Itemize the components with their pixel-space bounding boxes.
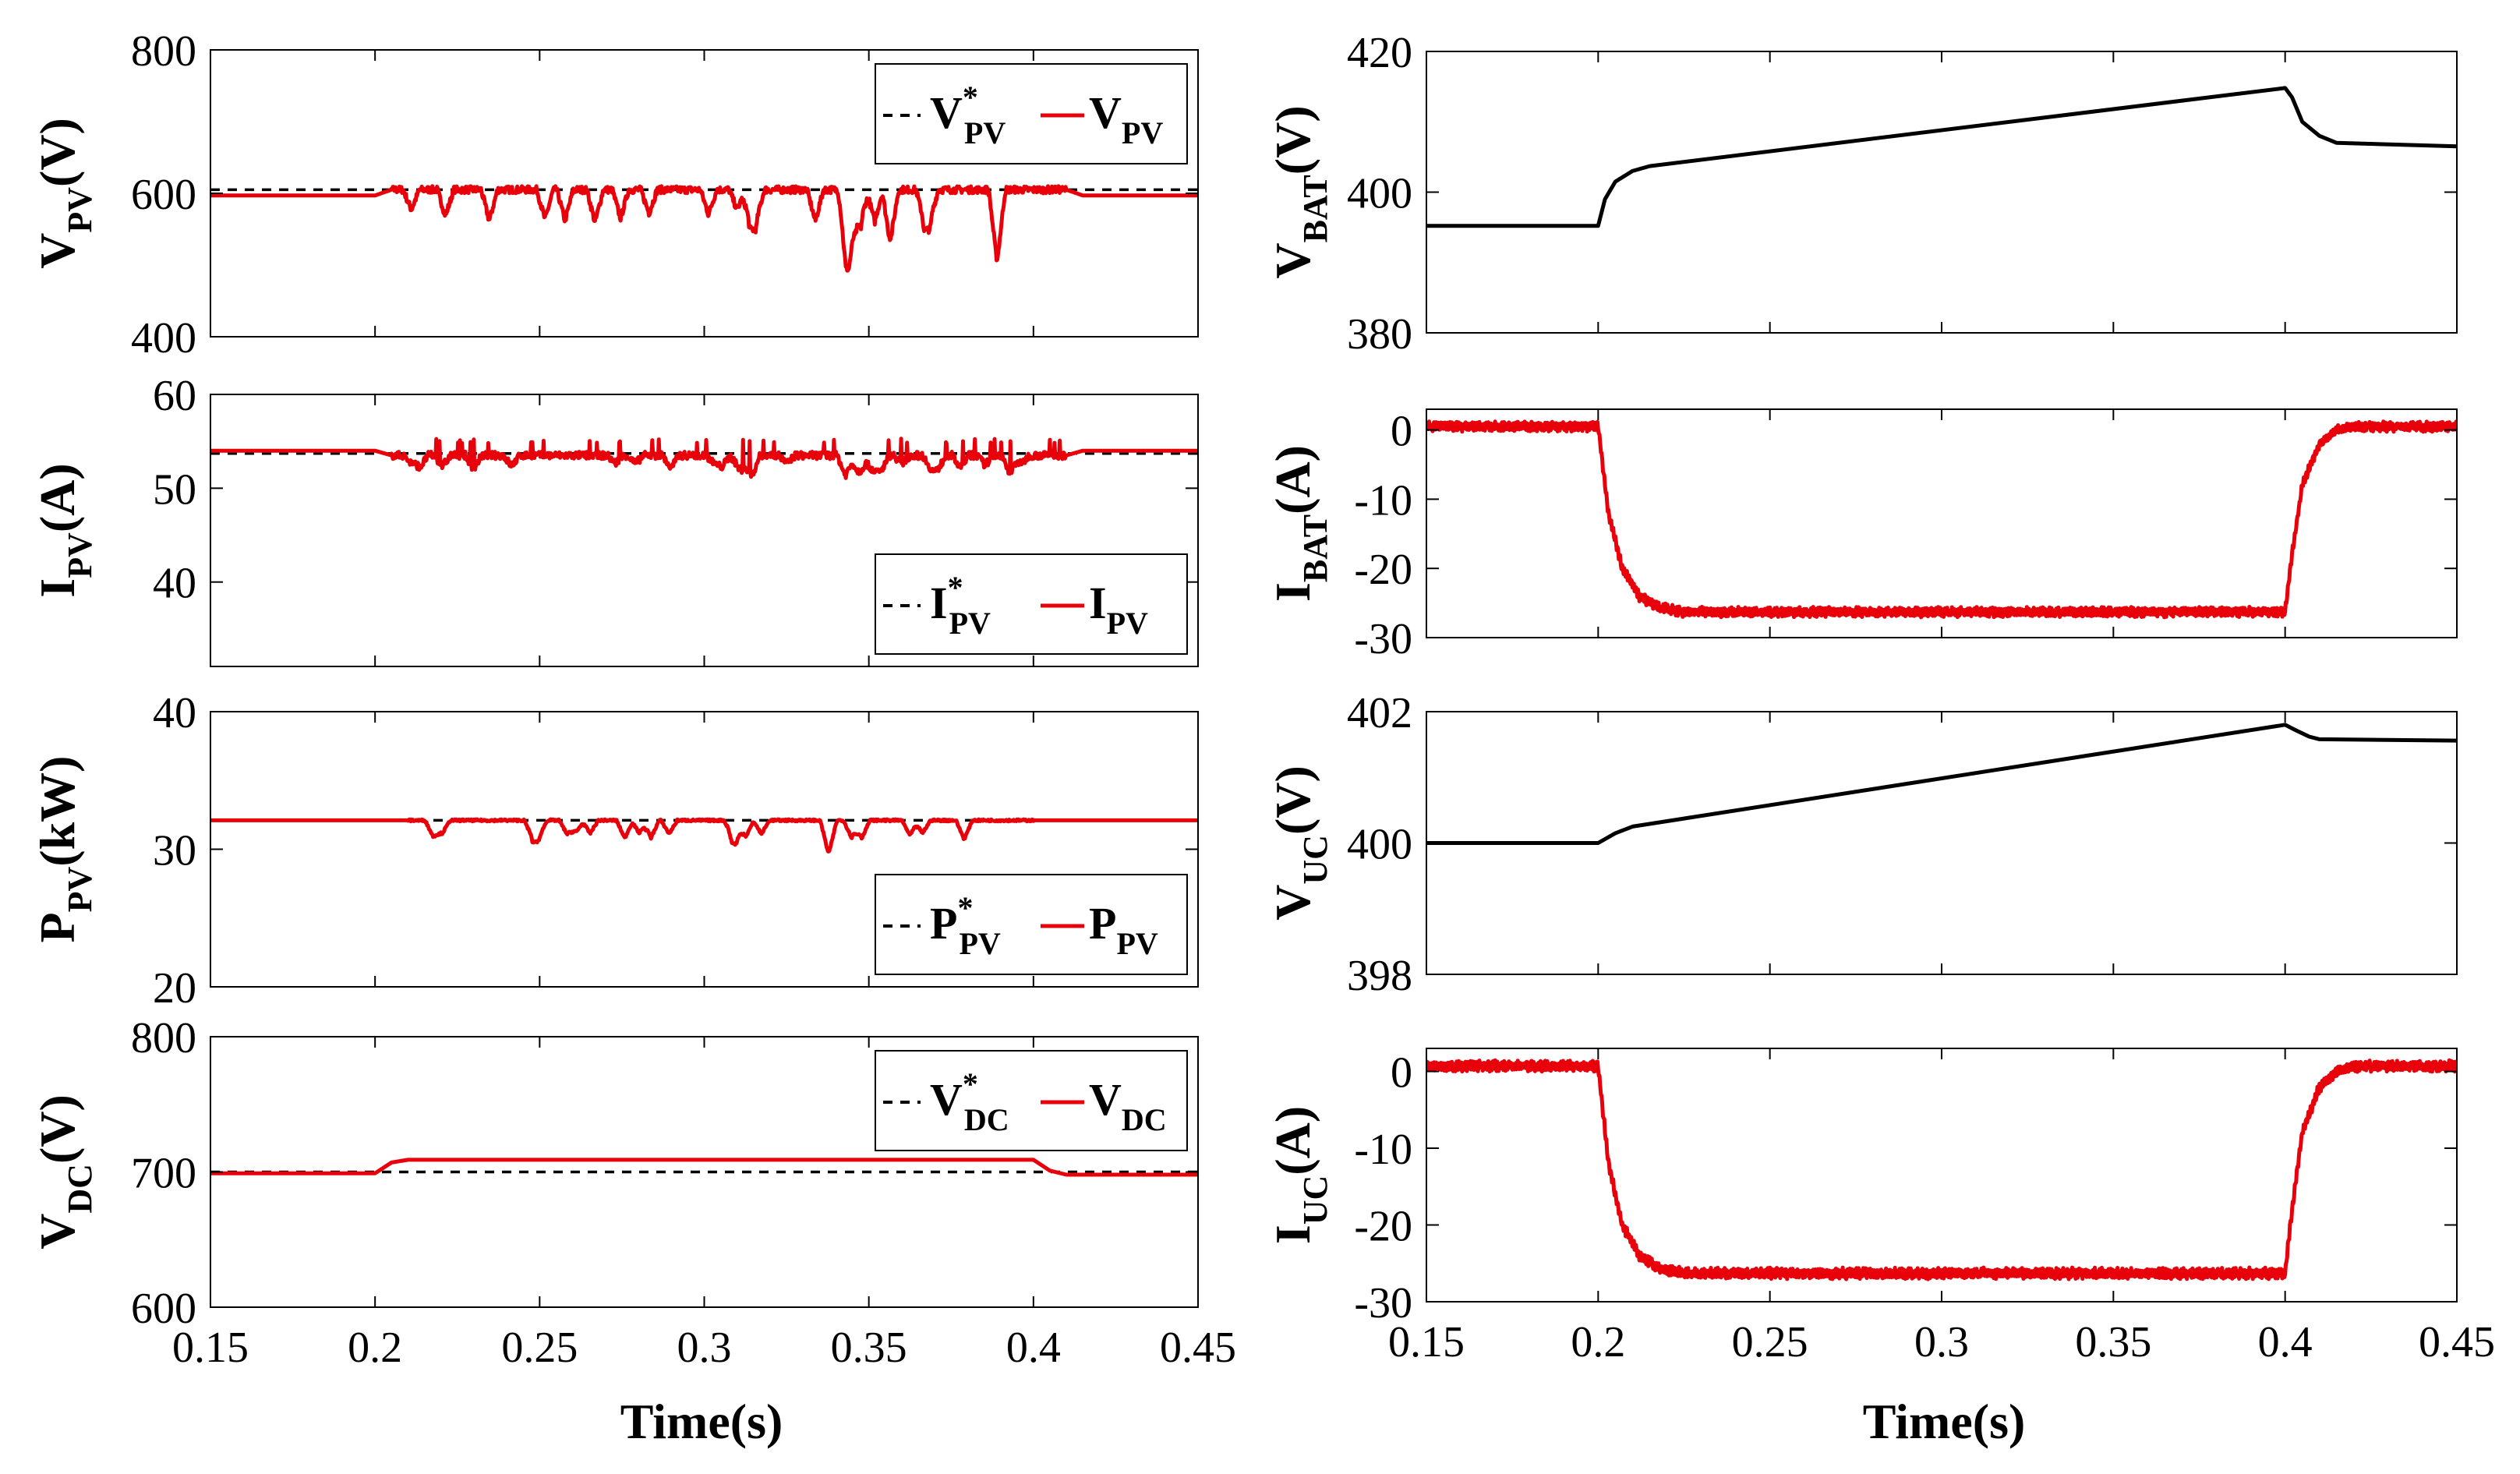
legend-ref-label: V* DC: [930, 1066, 1009, 1137]
series-line-vbat: [1426, 86, 2457, 228]
x-tick-label: 0.45: [1160, 1324, 1236, 1372]
y-tick-label: 398: [1347, 952, 1412, 1000]
subplot-vuc: 398 400 402 VUC(V): [1265, 689, 2458, 1000]
y-axis-label-text: VDC(V): [30, 1094, 99, 1250]
y-axis-label-vuc: VUC(V): [1265, 765, 1334, 921]
series-line-ipv: [210, 437, 1198, 480]
y-axis-label-ibat: IBAT(A): [1265, 445, 1334, 602]
y-axis-label-text: VUC(V): [1265, 765, 1334, 921]
y-tick-label: 402: [1347, 689, 1412, 737]
legend-meas-label: VPV: [1089, 87, 1163, 150]
x-tick-label: 0.4: [1006, 1324, 1061, 1372]
y-tick-label: 380: [1347, 310, 1412, 359]
legend-box: [875, 553, 1188, 655]
x-tick-label: 0.35: [2075, 1318, 2151, 1366]
subplot-vbat: 380 400 420 VBAT(V): [1265, 29, 2458, 359]
x-tick-label: 0.15: [1388, 1318, 1465, 1366]
subplot-ppv: 20 30 40 PPV(kW) P* PV PPV: [30, 689, 1199, 1013]
x-tick-label: 0.45: [2419, 1318, 2495, 1366]
axes-frame: [1426, 1048, 2458, 1303]
legend-vdc: V* DC VDC: [875, 1050, 1188, 1151]
y-tick-label: -30: [1354, 615, 1412, 663]
x-tick-label: 0.25: [501, 1324, 578, 1372]
y-axis-label-text: VPV(V): [30, 118, 99, 269]
legend-meas-label: IPV: [1089, 578, 1148, 641]
y-tick-label: -20: [1354, 546, 1412, 594]
y-tick-label: 30: [153, 827, 196, 875]
series-line-ibat: [1426, 419, 2457, 620]
legend-ref-label: P* PV: [930, 890, 1001, 961]
series-line-vuc: [1426, 723, 2457, 845]
legend-ppv: P* PV PPV: [875, 874, 1188, 975]
y-axis-label-ppv: PPV(kW): [30, 756, 99, 943]
series-line-iuc: [1426, 1058, 2457, 1281]
y-axis-label-vdc: VDC(V): [30, 1094, 99, 1250]
y-tick-label: 800: [131, 1014, 196, 1062]
x-axis-label-left: Time(s): [620, 1394, 783, 1449]
series-line-vdc: [210, 1158, 1198, 1177]
y-tick-label: 40: [153, 689, 196, 737]
legend-box: [875, 1050, 1188, 1151]
y-axis-label-text: IPV(A): [30, 463, 99, 597]
y-tick-label: 50: [153, 465, 196, 514]
y-tick-label: 600: [131, 171, 196, 219]
legend-ref-label: I* PV: [930, 570, 991, 641]
subplot-vdc: 600 700 800 0.15 0.2 0.25 0.3 0.35 0.4 0.45 VDC(V)…: [30, 1014, 1236, 1372]
series-line-vpv: [210, 184, 1198, 273]
subplot-ibat: -30 -20 -10 0 IBAT(A): [1265, 408, 2458, 663]
y-tick-label: -30: [1354, 1279, 1412, 1327]
legend-ref-label: V* PV: [930, 80, 1006, 150]
series-line-ppv: [210, 817, 1198, 854]
legend-box: [875, 874, 1188, 975]
y-axis-label-text: IUC(A): [1265, 1106, 1334, 1244]
subplot-ipv: 40 50 60 IPV(A) I* PV IPV: [30, 372, 1199, 667]
legend-meas-label: VDC: [1089, 1074, 1167, 1137]
y-tick-label: 60: [153, 372, 196, 420]
y-tick-label: 800: [131, 27, 196, 76]
x-tick-label: 0.25: [1732, 1318, 1808, 1366]
y-tick-label: 400: [1347, 821, 1412, 869]
y-axis-label-iuc: IUC(A): [1265, 1106, 1334, 1244]
y-tick-label: 420: [1347, 29, 1412, 77]
x-tick-label: 0.2: [1571, 1318, 1625, 1366]
y-tick-label: 700: [131, 1150, 196, 1198]
x-tick-label: 0.4: [2258, 1318, 2313, 1366]
x-tick-label: 0.35: [831, 1324, 907, 1372]
x-tick-label: 0.3: [1914, 1318, 1969, 1366]
y-axis-label-vbat: VBAT(V): [1265, 105, 1334, 278]
x-tick-label: 0.15: [172, 1324, 249, 1372]
y-tick-label: 20: [153, 964, 196, 1013]
y-tick-label: -10: [1354, 476, 1412, 525]
y-axis-label-text: VBAT(V): [1265, 105, 1334, 278]
subplot-vpv: 400 600 800 VPV(V) V* PV VPV: [30, 27, 1199, 362]
y-axis-label-text: IBAT(A): [1265, 445, 1334, 602]
y-tick-label: 0: [1391, 1049, 1412, 1098]
y-axis-label-vpv: VPV(V): [30, 118, 99, 269]
y-tick-label: 600: [131, 1285, 196, 1333]
axes-frame: [1426, 408, 2458, 638]
legend-vpv: V* PV VPV: [875, 63, 1188, 164]
y-tick-label: 400: [1347, 170, 1412, 218]
y-tick-label: -20: [1354, 1203, 1412, 1251]
x-axis-label-right: Time(s): [1863, 1394, 2026, 1449]
axes-frame: [1426, 51, 2458, 334]
x-tick-label: 0.3: [677, 1324, 732, 1372]
y-axis-label-text: PPV(kW): [30, 756, 99, 943]
y-axis-label-ipv: IPV(A): [30, 463, 99, 597]
legend-box: [875, 63, 1188, 164]
y-tick-label: 40: [153, 560, 196, 608]
x-tick-label: 0.2: [348, 1324, 402, 1372]
y-tick-label: 0: [1391, 408, 1412, 456]
y-tick-label: -10: [1354, 1126, 1412, 1174]
y-tick-label: 400: [131, 314, 196, 362]
legend-meas-label: PPV: [1089, 898, 1158, 961]
legend-ipv: I* PV IPV: [875, 553, 1188, 655]
subplot-iuc: -30 -20 -10 0 0.15 0.2 0.25 0.3 0.35 0.4 0.45 IUC(A…: [1265, 1048, 2495, 1366]
